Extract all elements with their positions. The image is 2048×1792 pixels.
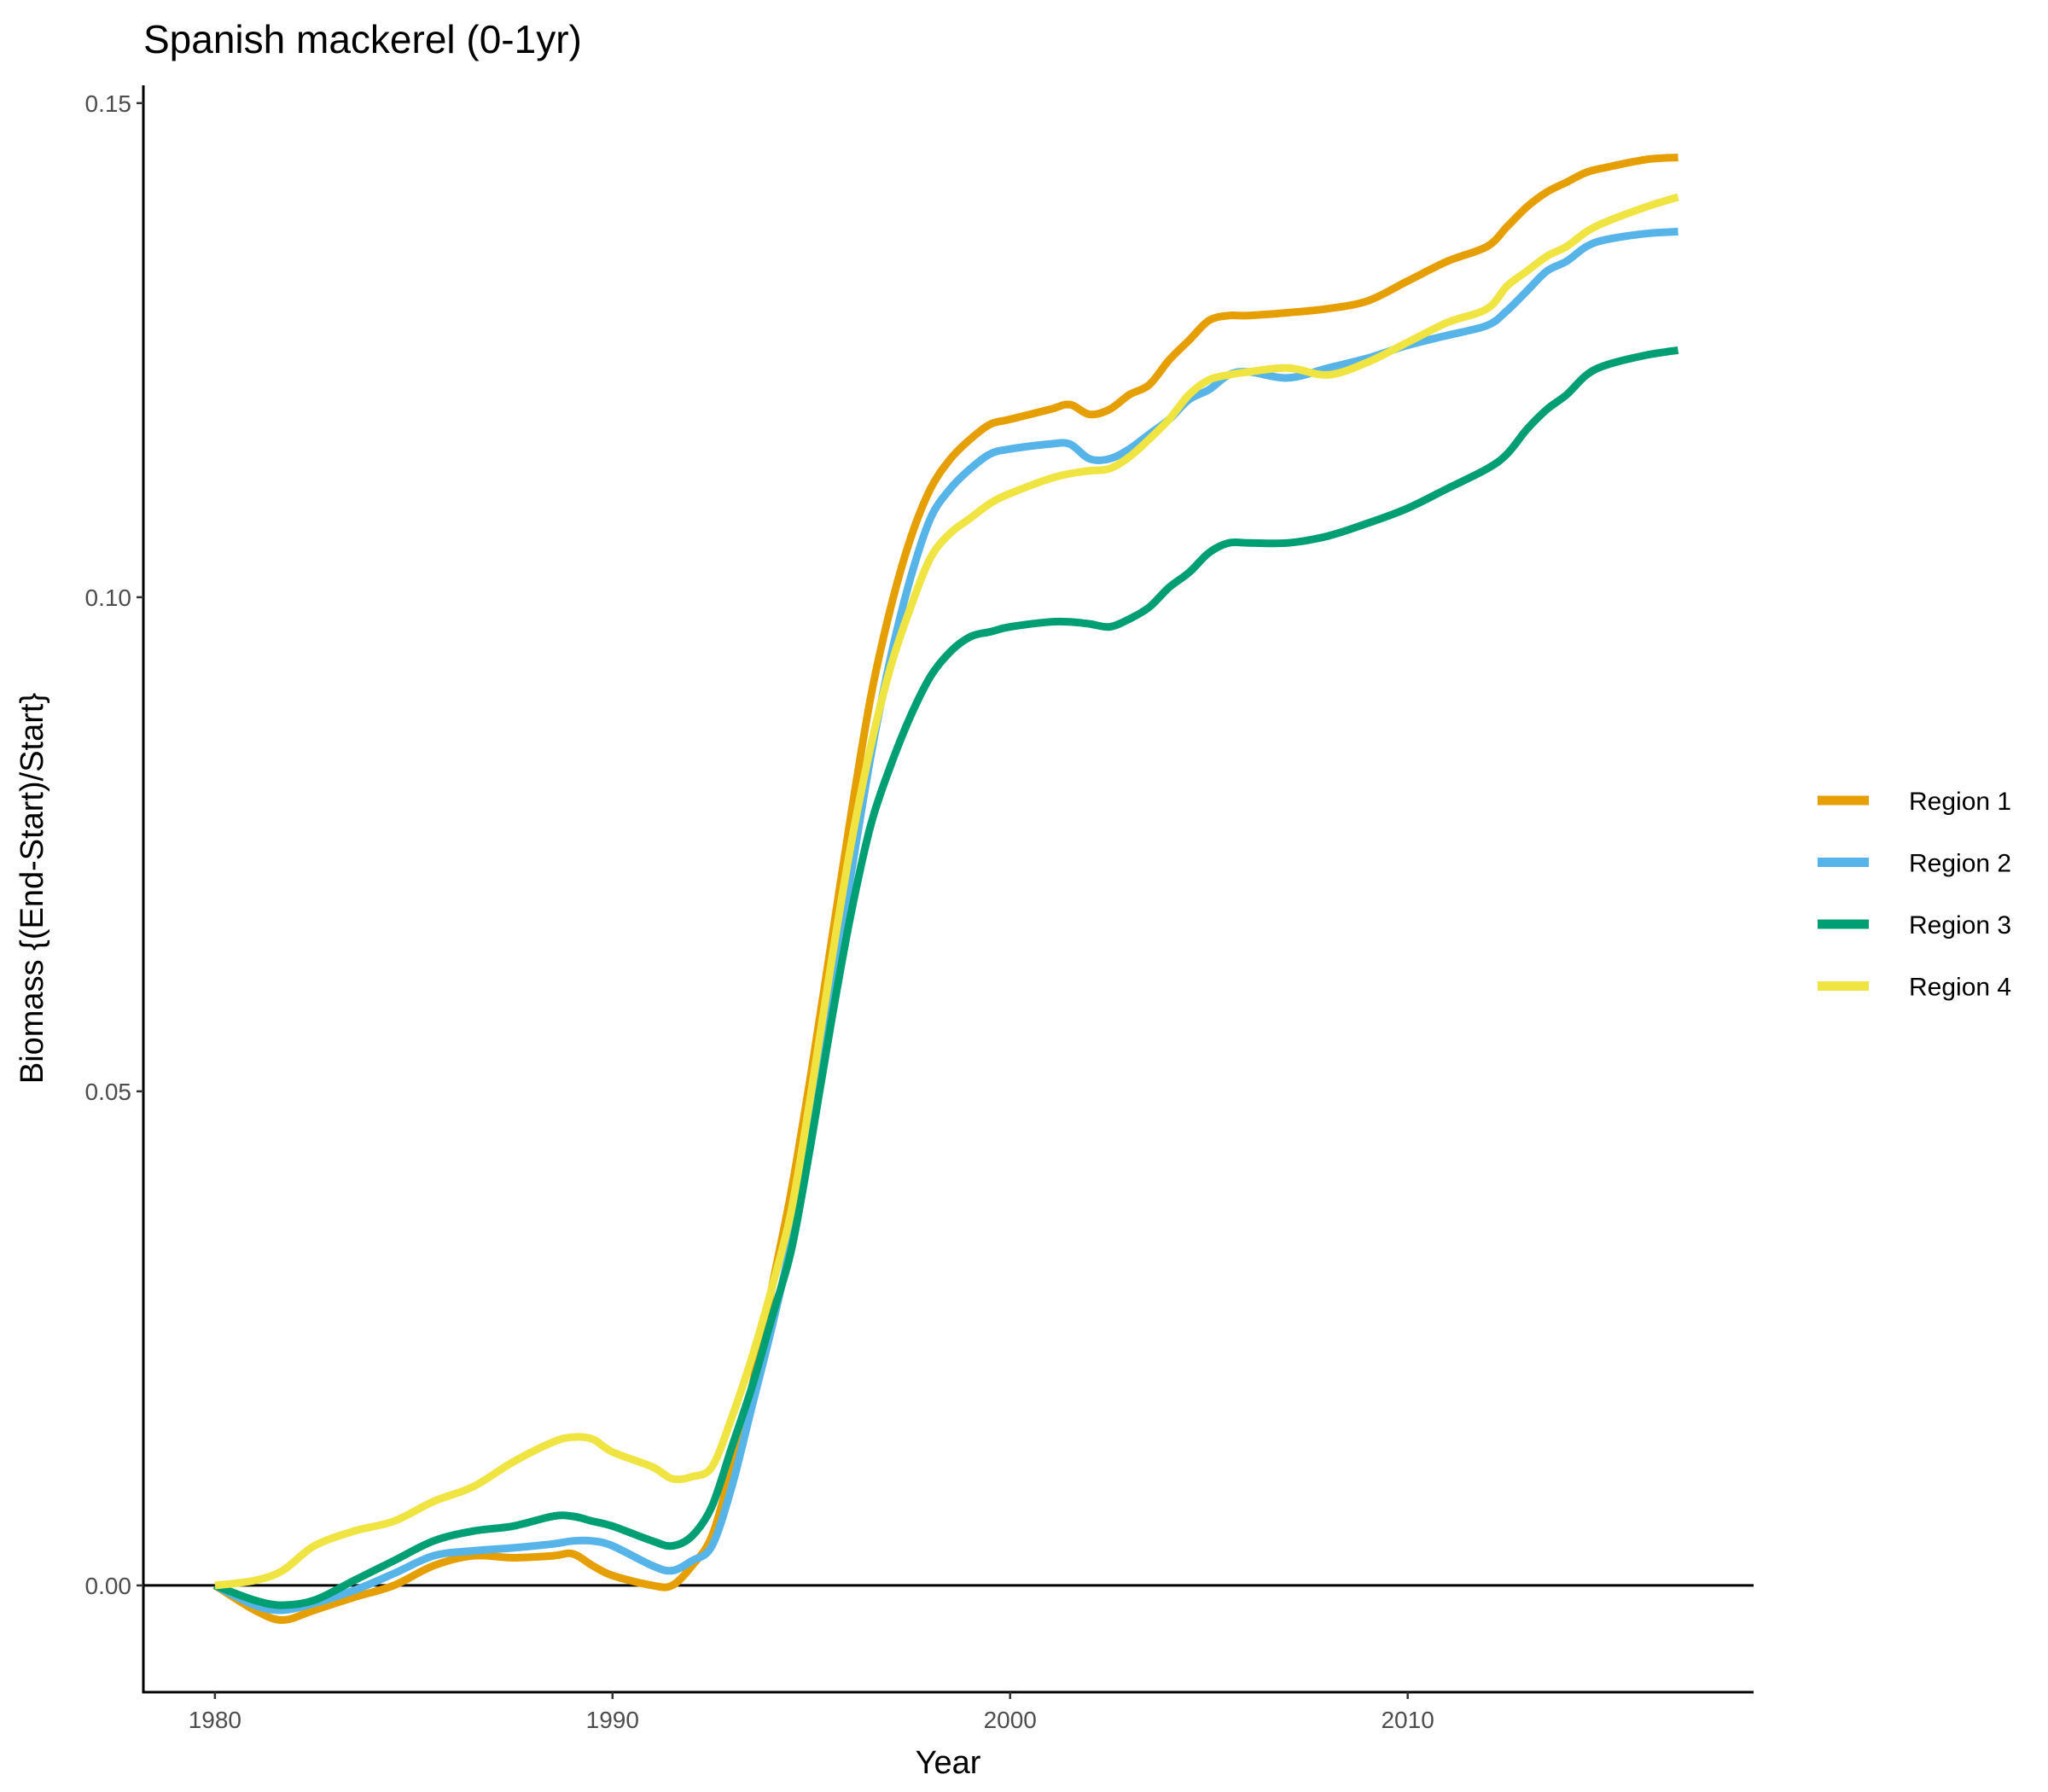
y-tick-label: 0.05 (85, 1079, 132, 1105)
legend-label: Region 1 (1909, 788, 2011, 816)
y-axis-title: Biomass {(End-Start)/Start} (15, 693, 50, 1084)
series-line-region-4 (214, 193, 1679, 1590)
legend-item: Region 4 (1818, 974, 2011, 1002)
x-tick-label: 2010 (1381, 1707, 1434, 1733)
chart-title: Spanish mackerel (0-1yr) (143, 17, 582, 61)
x-axis-ticks: 1980 1990 2000 2010 (189, 1692, 1434, 1733)
x-tick-label: 1980 (189, 1707, 241, 1733)
x-tick-label: 1990 (586, 1707, 639, 1733)
y-tick-label: 0.00 (85, 1573, 132, 1599)
plot-area: 0.00 0.05 0.10 0.15 1980 1990 2000 2010 (85, 85, 1754, 1733)
x-axis-title: Year (916, 1745, 981, 1781)
legend-label: Region 4 (1909, 974, 2011, 1002)
series-line-region-3 (213, 346, 1679, 1609)
legend-item: Region 3 (1818, 911, 2011, 940)
series-line-region-1 (212, 154, 1679, 1624)
series-layer (212, 154, 1679, 1624)
series-line-region-2 (212, 227, 1679, 1615)
legend-item: Region 1 (1818, 788, 2011, 816)
legend: Region 1 Region 2 Region 3 Region 4 (1818, 788, 2011, 1002)
y-tick-label: 0.15 (85, 90, 132, 117)
y-tick-label: 0.10 (85, 585, 132, 611)
legend-item: Region 2 (1818, 850, 2011, 878)
legend-label: Region 2 (1909, 850, 2011, 878)
y-axis-ticks: 0.00 0.05 0.10 0.15 (85, 90, 143, 1599)
legend-label: Region 3 (1909, 911, 2011, 940)
x-tick-label: 2000 (984, 1707, 1037, 1733)
